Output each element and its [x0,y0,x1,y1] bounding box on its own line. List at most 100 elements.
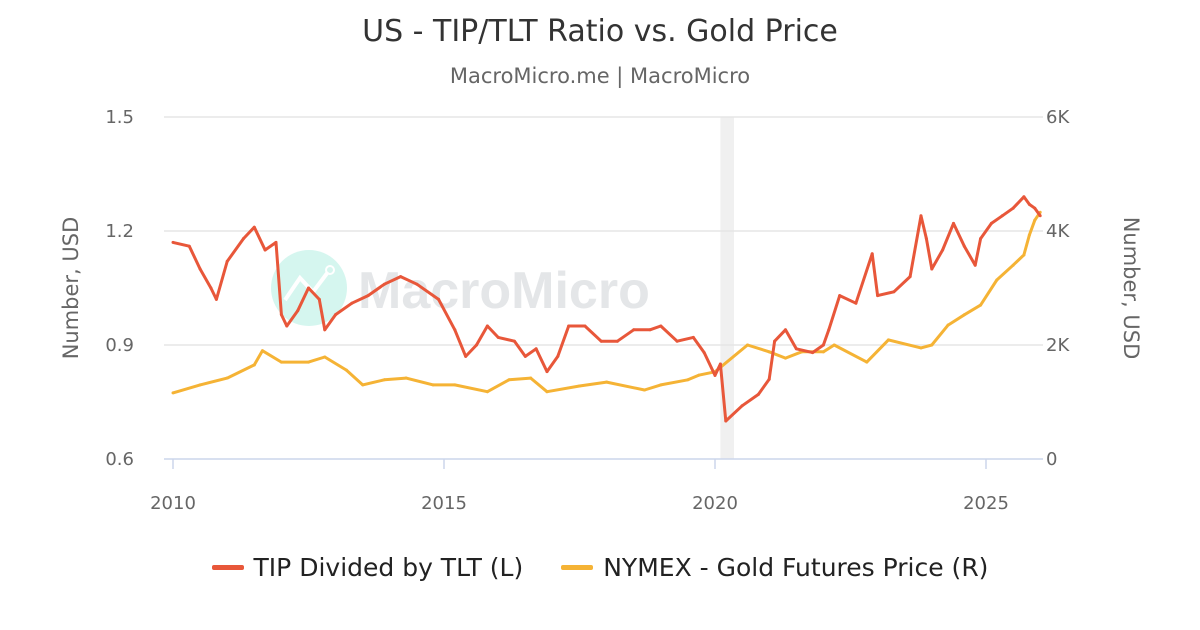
data-point-gold [453,383,457,387]
data-point-tip-tlt [225,259,229,263]
x-tick-label: 2010 [150,493,196,514]
y-right-tick-label: 0 [1046,449,1057,470]
data-point-tip-tlt [317,297,321,301]
data-point-tip-tlt [838,294,842,298]
data-point-gold [886,338,890,342]
data-point-tip-tlt [523,354,527,358]
data-point-tip-tlt [279,313,283,317]
legend-item-gold[interactable]: NYMEX - Gold Futures Price (R) [561,553,988,582]
legend-swatch [561,565,594,570]
data-point-tip-tlt [870,252,874,256]
data-point-gold [783,356,787,360]
data-point-tip-tlt [1022,195,1026,199]
chart-subtitle: MacroMicro.me | MacroMicro [449,64,751,88]
data-point-tip-tlt [241,237,245,241]
y-left-tick-label: 0.6 [105,449,134,470]
x-tick-label: 2015 [421,493,467,514]
data-point-tip-tlt [1033,206,1037,210]
chart-title: US - TIP/TLT Ratio vs. Gold Price [362,14,838,49]
data-point-gold [962,313,966,317]
data-point-gold [946,323,950,327]
data-point-tip-tlt [334,313,338,317]
data-point-gold [767,350,771,354]
data-point-tip-tlt [350,301,354,305]
data-point-gold [821,350,825,354]
data-point-gold [279,360,283,364]
data-point-gold [578,384,581,388]
data-point-tip-tlt [399,275,403,279]
data-point-tip-tlt [567,324,571,328]
data-point-gold [930,343,934,347]
data-point-tip-tlt [919,214,923,218]
y-right-tick-label: 2K [1046,335,1070,356]
data-point-tip-tlt [941,248,945,252]
data-point-gold [919,346,923,350]
data-point-gold [1033,218,1037,222]
data-point-tip-tlt [464,354,468,358]
data-point-tip-tlt [274,240,278,244]
data-point-tip-tlt [718,362,722,366]
data-point-tip-tlt [951,221,955,225]
data-point-tip-tlt [556,354,560,358]
data-point-gold [260,349,264,353]
data-point-tip-tlt [1011,206,1015,210]
data-point-gold [431,383,435,387]
data-point-tip-tlt [773,339,777,343]
recession-band [720,117,734,459]
data-point-gold [307,360,310,364]
data-point-gold [252,363,256,367]
data-point-gold [1027,233,1031,237]
data-point-tip-tlt [187,244,191,248]
legend-label: NYMEX - Gold Futures Price (R) [603,553,989,582]
data-point-tip-tlt [209,286,213,290]
legend-swatch [211,565,244,570]
data-point-gold [697,373,701,377]
data-point-tip-tlt [691,335,695,339]
data-point-tip-tlt [252,225,256,229]
watermark-logo: MacroMicro [271,250,650,326]
data-point-tip-tlt [740,404,744,408]
y-left-tick-label: 1.2 [105,221,134,242]
data-point-tip-tlt [296,309,300,313]
data-point-tip-tlt [583,324,587,328]
data-point-tip-tlt [648,328,652,332]
data-point-gold [1022,253,1026,257]
data-point-tip-tlt [263,248,267,252]
data-point-tip-tlt [285,324,289,328]
data-point-tip-tlt [485,324,489,328]
data-point-tip-tlt [214,297,218,301]
data-point-tip-tlt [599,339,603,343]
x-tick-label: 2020 [692,493,738,514]
data-point-gold [643,388,647,392]
data-point-gold [171,391,175,395]
watermark-text: MacroMicro [358,262,650,320]
data-point-gold [323,355,327,359]
data-point-gold [832,343,836,347]
legend-item-tip-tlt[interactable]: TIP Divided by TLT (L) [211,553,523,582]
data-point-tip-tlt [821,343,825,347]
series-line-tip-tlt [172,195,1042,423]
data-point-tip-tlt [496,335,500,339]
data-point-tip-tlt [876,294,880,298]
data-point-gold [1011,263,1015,267]
y-left-axis-label: Number, USD [59,217,83,360]
data-point-tip-tlt [854,301,858,305]
y-left-tick-label: 1.5 [105,107,134,128]
data-point-tip-tlt [989,221,993,225]
series-line-gold [172,211,1042,395]
data-point-tip-tlt [475,343,479,347]
data-point-tip-tlt [794,347,798,351]
data-point-gold [659,383,663,387]
data-point-tip-tlt [767,377,771,381]
data-point-tip-tlt [437,297,441,301]
y-right-axis-label: Number, USD [1119,217,1143,360]
data-point-gold [485,390,489,394]
data-point-tip-tlt [1000,214,1004,218]
data-point-gold [995,278,999,282]
data-point-gold [404,376,408,380]
data-point-tip-tlt [783,328,787,332]
data-point-tip-tlt [366,294,370,298]
data-point-gold [344,368,348,372]
data-point-tip-tlt [171,240,175,244]
